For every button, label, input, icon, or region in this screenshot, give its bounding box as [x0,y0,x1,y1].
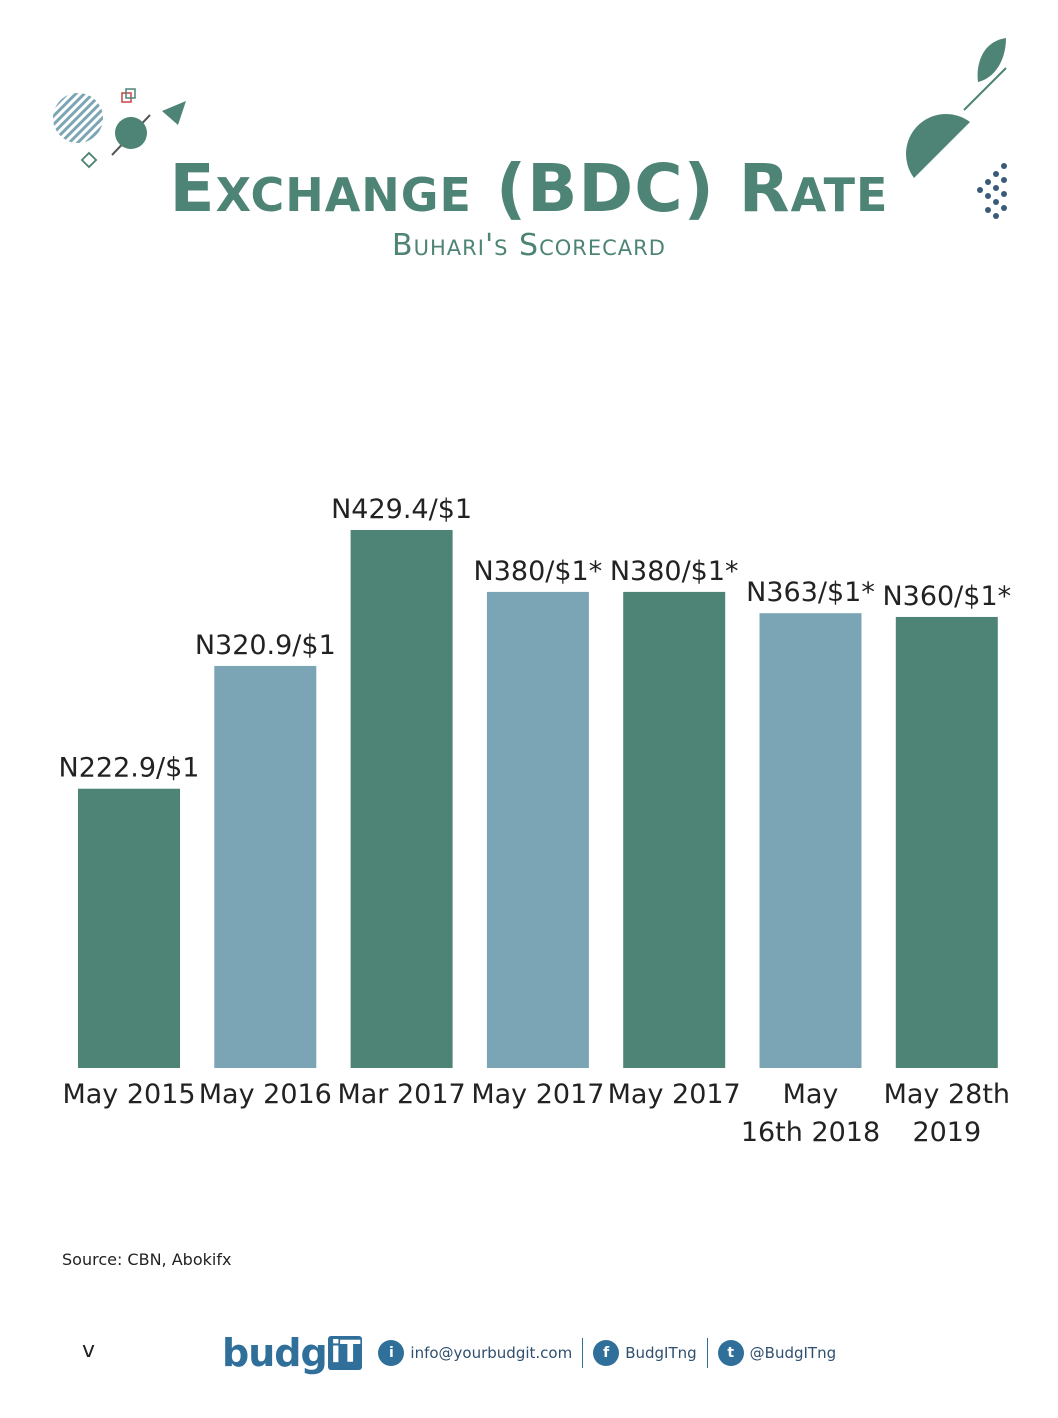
source-note: Source: CBN, Abokifx [62,1250,232,1269]
email-icon: i [378,1340,405,1366]
bar-1 [78,788,180,1068]
footer: budg iT i info@yourbudgit.com f BudgITng … [222,1330,836,1376]
half-circle-icon [906,113,970,178]
twitter-icon: t [717,1340,744,1366]
facebook-text: BudgITng [625,1344,697,1362]
data-label-2: N320.9/$1 [195,630,336,661]
bar-5 [623,591,726,1068]
budgit-logo: budg iT [222,1331,363,1375]
triangle-icon [162,101,186,125]
chart-subtitle: Buhari's Scorecard [392,228,666,263]
email-text: info@yourbudgit.com [410,1344,573,1362]
data-label-1: N222.9/$1 [59,753,200,784]
striped-circle-icon [53,93,103,143]
solid-circle-icon [115,117,147,149]
diamond-icon [80,151,98,169]
divider [582,1338,584,1368]
category-label-6-line-1: May [783,1079,839,1110]
category-label-6-line-2: 16th 2018 [741,1117,880,1148]
dot-grid-icon [977,163,1007,219]
leaf-icon [977,38,1006,82]
category-label-1: May 2015 [62,1079,195,1110]
divider-2 [706,1338,708,1368]
email-contact[interactable]: i info@yourbudgit.com [378,1340,572,1366]
facebook-icon: f [593,1340,620,1366]
facebook-contact[interactable]: f BudgITng [593,1340,697,1366]
data-label-5: N380/$1* [610,556,739,587]
bar-3 [350,530,453,1068]
data-label-6: N363/$1* [746,577,875,608]
data-label-3: N429.4/$1 [331,494,472,525]
category-label-2: May 2016 [199,1079,332,1110]
category-label-5: May 2017 [608,1079,741,1110]
category-label-7-line-1: May 28th [884,1079,1010,1110]
twitter-text: @BudgITng [749,1344,837,1362]
bar-7 [895,616,998,1068]
logo-it: iT [327,1336,363,1370]
decoration-top-left [53,88,186,169]
bar-6 [759,613,862,1068]
category-label-7-line-2: 2019 [912,1117,981,1148]
chevron-down-icon[interactable]: v [82,1338,96,1363]
data-label-7: N360/$1* [882,581,1011,612]
bar-chart: N222.9/$1 May 2015 N320.9/$1 May 2016 N429.4… [59,494,1012,1148]
square-outline-icon-2 [125,88,136,99]
bar-2 [214,665,317,1068]
bar-4 [486,591,589,1068]
decoration-top-right [906,38,1007,219]
chart-title: Exchange (BDC) Rate [169,150,889,227]
data-label-4: N380/$1* [474,556,603,587]
logo-text: budg [222,1331,328,1375]
category-label-4: May 2017 [471,1079,604,1110]
category-label-3: Mar 2017 [337,1079,465,1110]
twitter-contact[interactable]: t @BudgITng [717,1340,837,1366]
